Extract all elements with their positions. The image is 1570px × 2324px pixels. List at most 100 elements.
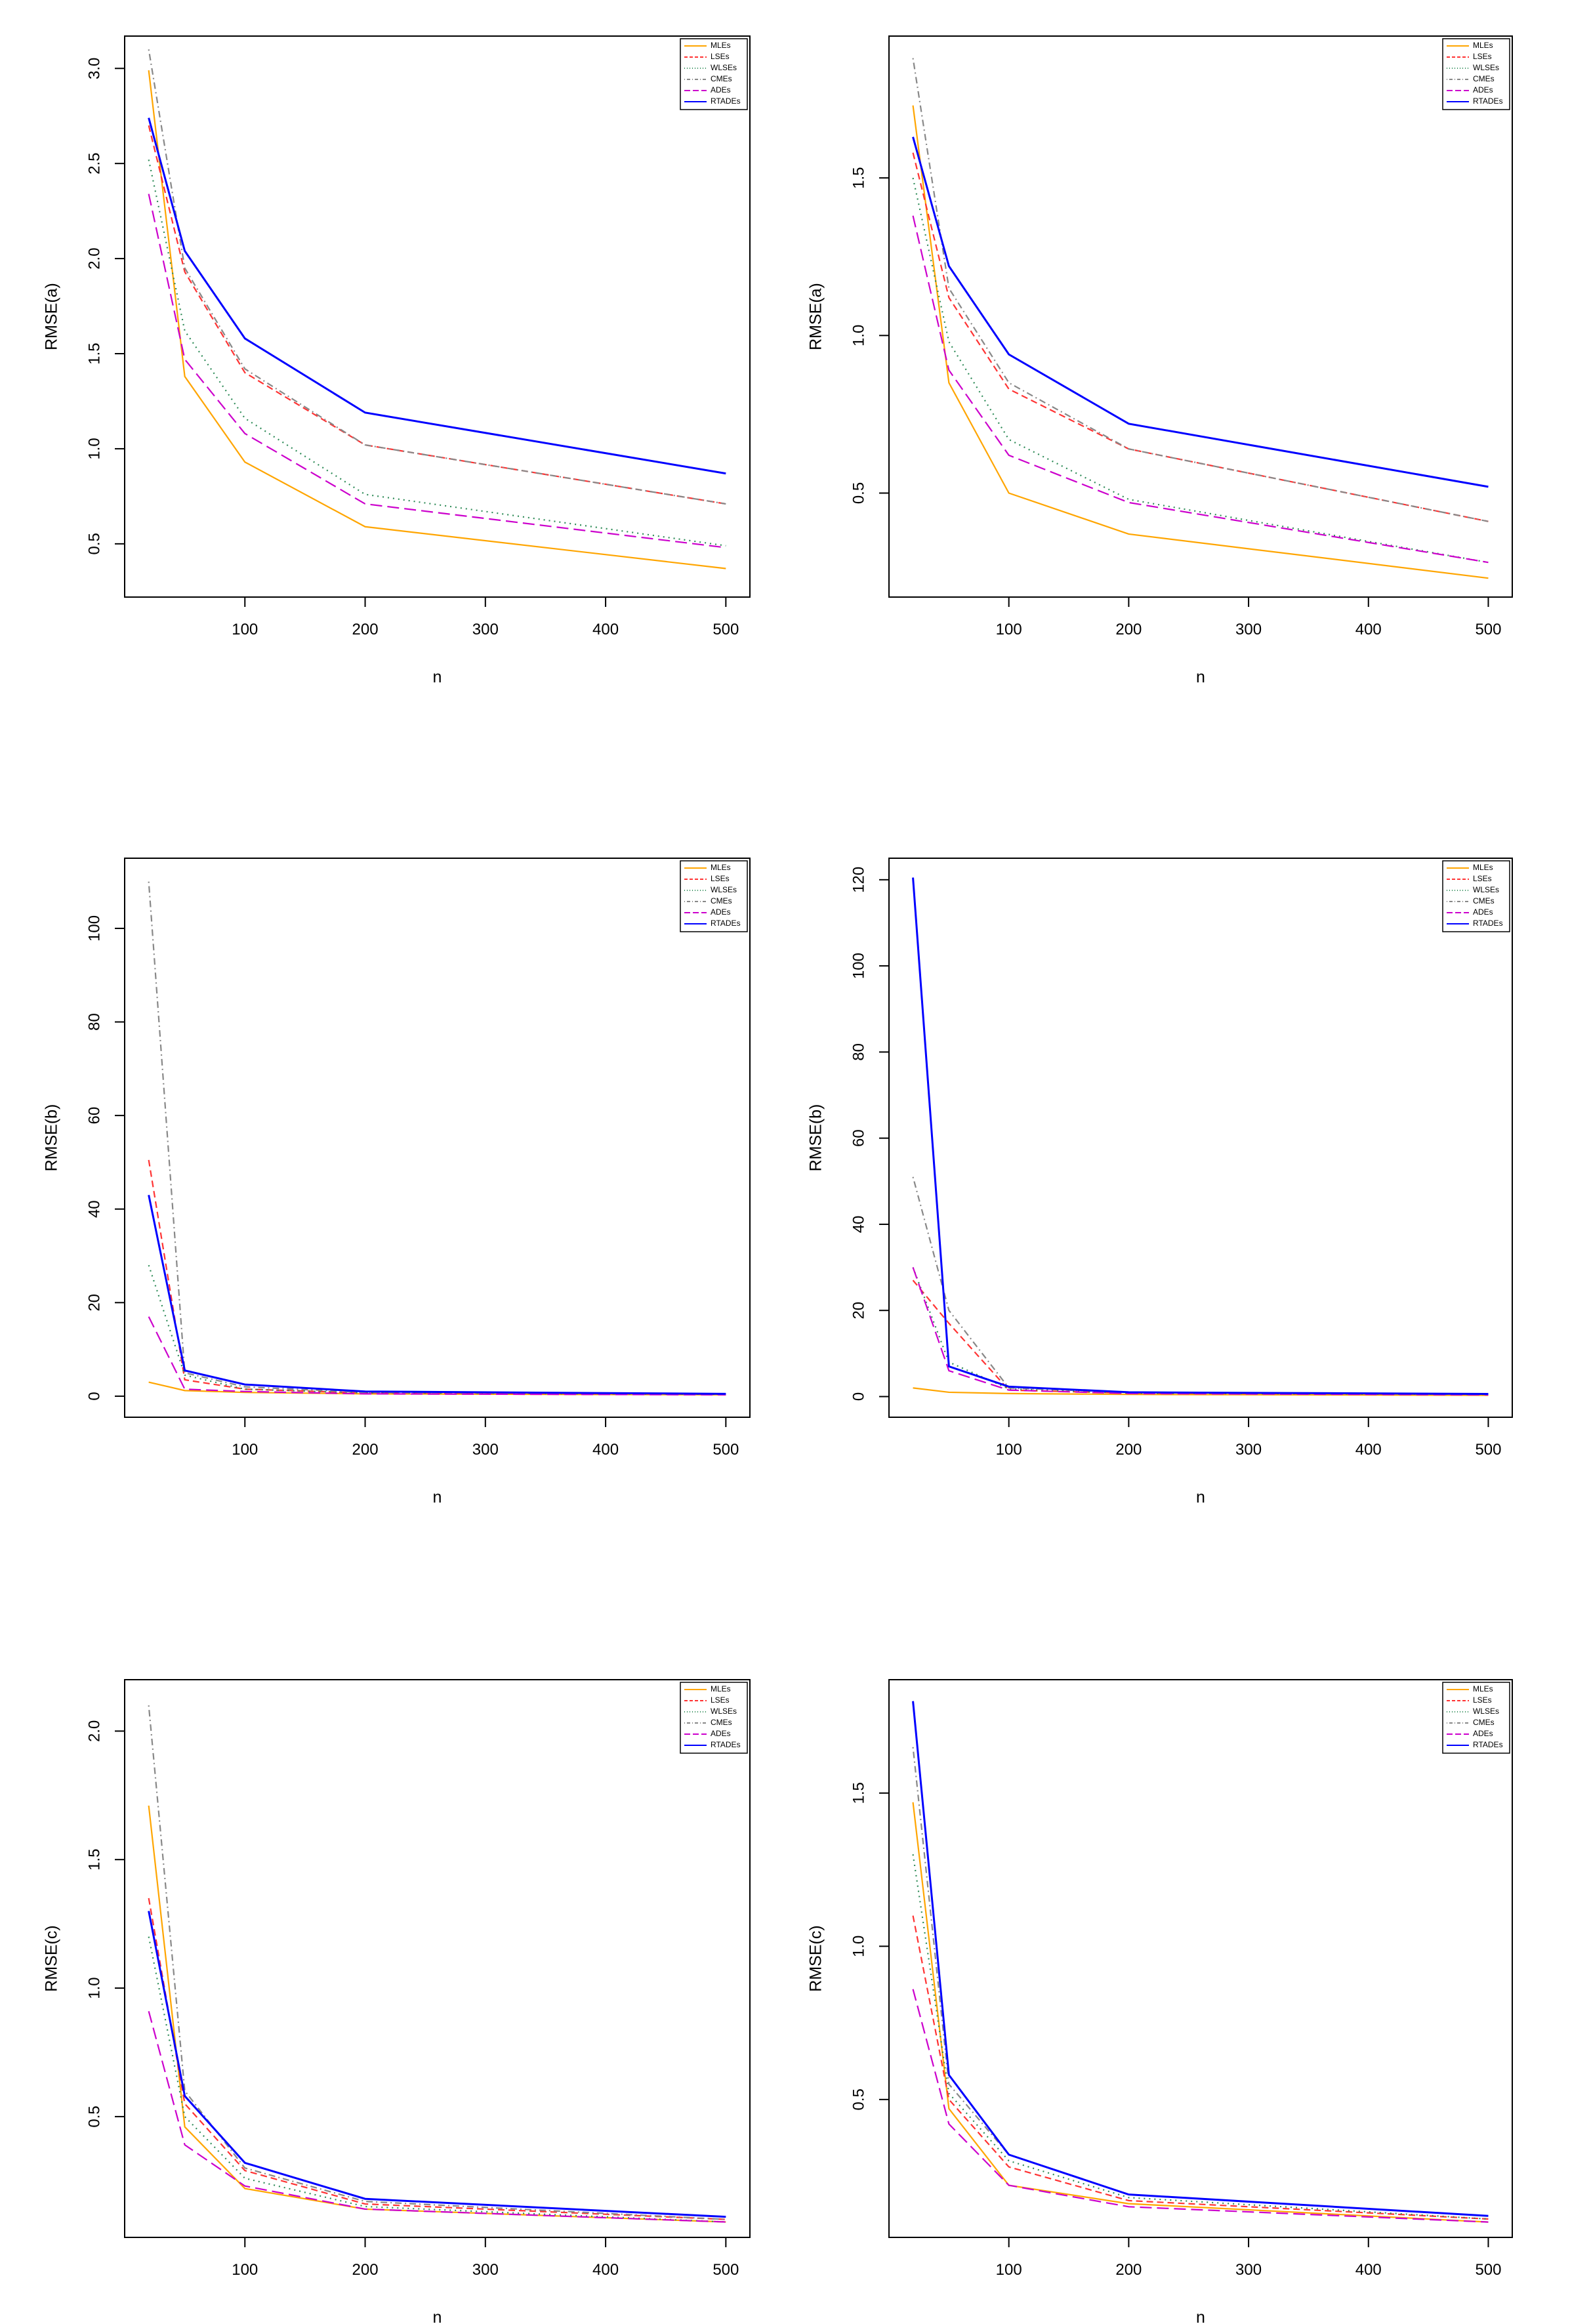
x-tick-label: 400 (1355, 2261, 1382, 2279)
y-tick-label: 80 (850, 1043, 867, 1061)
x-tick-label: 400 (1355, 621, 1382, 638)
legend-label: LSEs (1473, 874, 1492, 883)
chart-panel-2: 100 200 300 400 500 0.5 1.0 1.5 n RMSE(a) MLEs LSEs… (807, 35, 1513, 686)
series-line-ades (912, 1989, 1489, 2223)
legend-box (680, 1682, 748, 1754)
legend-label: MLEs (1473, 41, 1493, 50)
legend-label: RTADEs (1473, 96, 1503, 106)
series-line-cmes (148, 881, 726, 1395)
y-tick-label: 40 (850, 1216, 867, 1234)
y-tick-label: 1.5 (85, 342, 103, 364)
legend-label: MLEs (1473, 1684, 1493, 1693)
legend-label: ADEs (1473, 85, 1493, 94)
series-line-mles (912, 1802, 1489, 2223)
y-tick-label: 1.0 (85, 1977, 103, 1999)
legend: MLEs LSEs WLSEs CMEs ADEs RTADEs (1442, 38, 1510, 110)
x-axis-title: n (1196, 2308, 1205, 2324)
x-tick-label: 300 (1235, 1441, 1262, 1459)
series-line-ades (148, 194, 726, 549)
legend: MLEs LSEs WLSEs CMEs ADEs RTADEs (1442, 860, 1510, 932)
series-line-cmes (912, 1747, 1489, 2217)
series-line-cmes (148, 49, 726, 505)
series-line-ades (148, 1316, 726, 1396)
x-axis-title: n (1196, 1488, 1205, 1506)
x-tick-label: 300 (472, 1441, 499, 1459)
series-line-ades (912, 1267, 1489, 1396)
y-tick-label: 20 (850, 1302, 867, 1319)
legend-label: MLEs (711, 1684, 731, 1693)
chart-panel-5: 100 200 300 400 500 0.5 1.0 1.5 2.0 n RMSE(c) MLEs L… (43, 1679, 751, 2324)
legend-label: CMEs (1473, 896, 1495, 905)
legend-label: CMEs (711, 896, 732, 905)
x-tick-label: 100 (996, 1441, 1022, 1459)
legend-label: LSEs (1473, 52, 1492, 61)
x-tick-label: 300 (472, 2261, 499, 2279)
plot-frame (124, 35, 751, 598)
legend-label: ADEs (1473, 907, 1493, 917)
series-line-rtades (148, 117, 726, 475)
x-tick-label: 200 (352, 621, 379, 638)
y-tick-label: 0.5 (85, 2106, 103, 2127)
series-line-wlses (148, 159, 726, 547)
x-tick-label: 400 (592, 2261, 619, 2279)
plot-frame (888, 1679, 1513, 2238)
x-tick-label: 100 (232, 1441, 258, 1459)
y-axis-title: RMSE(b) (807, 1104, 825, 1172)
legend-label: RTADEs (1473, 1740, 1503, 1749)
series-line-lses (148, 1898, 726, 2220)
series-line-ades (912, 215, 1489, 564)
legend: MLEs LSEs WLSEs CMEs ADEs RTADEs (680, 38, 748, 110)
x-tick-label: 400 (592, 1441, 619, 1459)
series-line-ades (148, 2011, 726, 2223)
series-line-wlses (148, 1264, 726, 1396)
x-axis-title: n (433, 1488, 442, 1506)
x-tick-label: 300 (472, 621, 499, 638)
legend: MLEs LSEs WLSEs CMEs ADEs RTADEs (680, 860, 748, 932)
y-tick-label: 0 (850, 1392, 867, 1401)
x-tick-label: 400 (1355, 1441, 1382, 1459)
series-line-rtades (148, 1911, 726, 2218)
x-tick-label: 200 (1115, 621, 1142, 638)
x-tick-label: 300 (1235, 2261, 1262, 2279)
y-tick-label: 2.0 (85, 247, 103, 269)
plot-frame (888, 858, 1513, 1418)
series-line-mles (912, 105, 1489, 579)
x-tick-label: 300 (1235, 621, 1262, 638)
x-tick-label: 200 (352, 2261, 379, 2279)
legend-label: RTADEs (711, 1740, 741, 1749)
y-tick-label: 100 (850, 953, 867, 979)
y-tick-label: 20 (85, 1294, 103, 1312)
legend-label: ADEs (711, 85, 731, 94)
series-line-wlses (912, 1267, 1489, 1396)
y-tick-label: 1.0 (850, 1936, 867, 1957)
series-line-rtades (912, 1701, 1489, 2217)
legend-label: CMEs (711, 74, 732, 83)
legend: MLEs LSEs WLSEs CMEs ADEs RTADEs (1442, 1682, 1510, 1754)
series-line-lses (912, 1915, 1489, 2220)
y-tick-label: 3.0 (85, 58, 103, 79)
y-tick-label: 0.5 (850, 482, 867, 504)
plot-frame (888, 35, 1513, 598)
x-tick-label: 200 (1115, 2261, 1142, 2279)
legend-label: CMEs (1473, 1718, 1495, 1727)
y-tick-label: 1.5 (85, 1849, 103, 1871)
series-line-lses (148, 1159, 726, 1396)
series-line-rtades (912, 136, 1489, 488)
legend-label: RTADEs (711, 919, 741, 928)
y-axis-title: RMSE(b) (43, 1104, 61, 1172)
legend-label: WLSEs (711, 885, 737, 894)
y-tick-label: 100 (85, 915, 103, 942)
x-tick-label: 500 (713, 1441, 739, 1459)
y-axis-title: RMSE(c) (43, 1925, 61, 1991)
legend-box (680, 860, 748, 932)
series-line-mles (148, 70, 726, 570)
legend-box (1442, 1682, 1510, 1754)
legend-label: LSEs (711, 1695, 730, 1705)
series-line-wlses (912, 1854, 1489, 2220)
y-tick-label: 2.0 (85, 1720, 103, 1742)
y-tick-label: 1.5 (850, 1782, 867, 1804)
legend-label: MLEs (711, 41, 731, 50)
x-tick-label: 200 (1115, 1441, 1142, 1459)
legend-label: MLEs (1473, 863, 1493, 872)
